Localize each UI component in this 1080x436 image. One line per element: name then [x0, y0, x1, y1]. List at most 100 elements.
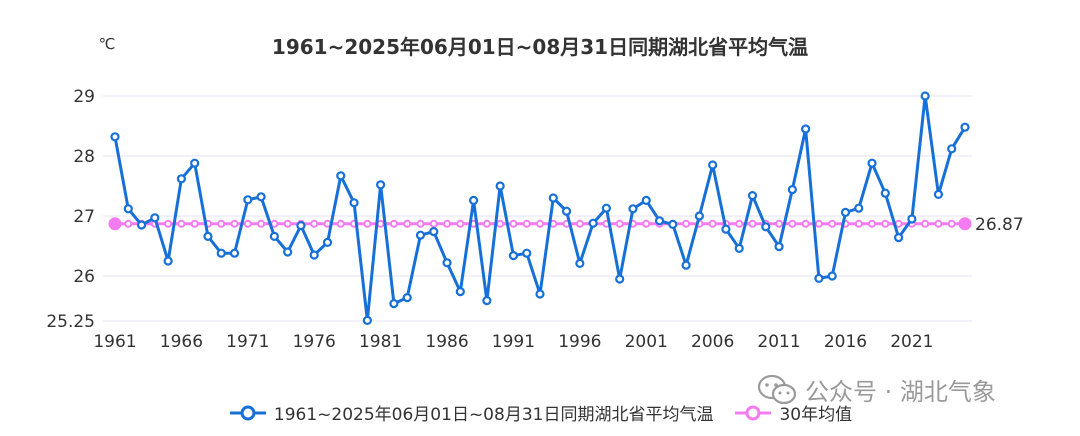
x-tick-label: 2016 — [824, 332, 867, 352]
temperature-point — [229, 248, 240, 258]
mean-point — [456, 219, 465, 228]
mean-point — [429, 219, 438, 228]
temperature-point — [947, 144, 957, 154]
mean-point — [642, 219, 651, 228]
temperature-point — [203, 231, 213, 241]
temperature-point — [283, 247, 293, 257]
legend: 1961~2025年06月01日~08月31日同期湖北省平均气温 30年均值 — [0, 400, 1080, 425]
mean-point — [748, 219, 757, 228]
x-tick-label: 2011 — [757, 332, 800, 352]
mean-point — [615, 219, 624, 228]
temperature-point — [747, 191, 758, 201]
x-tick-label: 1981 — [359, 332, 402, 352]
temperature-point — [548, 193, 558, 203]
mean-point — [814, 219, 823, 228]
temperature-point — [734, 243, 744, 253]
temperature-point — [654, 216, 665, 226]
mean-point — [828, 219, 837, 228]
mean-point — [868, 219, 877, 228]
legend-marker-temperature — [229, 405, 266, 420]
mean-point — [416, 219, 425, 228]
temperature-point — [415, 230, 426, 240]
temperature-point — [309, 250, 319, 260]
temperature-point — [601, 203, 612, 213]
temperature-point — [814, 273, 824, 283]
wechat-icon — [757, 374, 797, 404]
mean-point — [947, 219, 956, 228]
watermark: 公众号 · 湖北气象 — [757, 372, 996, 407]
temperature-point — [907, 214, 917, 224]
mean-point — [682, 219, 691, 228]
temperature-point — [442, 258, 452, 268]
legend-item-30yr-mean[interactable]: 30年均值 — [733, 400, 852, 425]
mean-point — [376, 219, 385, 228]
y-axis-ticks: 29 28 27 26 25.25 — [46, 87, 95, 332]
temperature-line — [113, 94, 967, 322]
x-tick-label: 1976 — [293, 332, 336, 352]
legend-label-temperature: 1961~2025年06月01日~08月31日同期湖北省平均气温 — [273, 405, 714, 425]
temperature-point — [774, 242, 784, 252]
mean-point — [257, 219, 266, 228]
temperature-point — [296, 221, 306, 231]
mean-point — [243, 219, 252, 228]
temperature-point — [176, 174, 187, 184]
x-tick-label: 2001 — [625, 332, 668, 352]
temperature-point — [269, 231, 279, 241]
temperature-point — [933, 189, 944, 199]
temperature-point — [429, 227, 439, 237]
legend-marker-30yr-mean — [735, 405, 772, 420]
temperature-point — [708, 160, 718, 170]
temperature-point — [588, 218, 598, 228]
temperature-point — [508, 251, 519, 261]
x-tick-label: 2021 — [890, 332, 933, 352]
temperature-point — [641, 195, 651, 205]
temperature-point — [123, 204, 133, 214]
mean-point — [921, 219, 930, 228]
mean-point — [575, 219, 584, 228]
y-tick-label: 27 — [73, 207, 95, 227]
temperature-point — [482, 296, 492, 306]
temperature-point — [681, 260, 691, 270]
temperature-point — [840, 207, 851, 217]
temperature-point — [628, 204, 638, 214]
legend-item-temperature[interactable]: 1961~2025年06月01日~08月31日同期湖北省平均气温 — [228, 400, 714, 425]
watermark-text: 公众号 · 湖北气象 — [805, 378, 996, 406]
temperature-point — [801, 124, 811, 134]
temperature-point — [243, 195, 253, 205]
mean-point — [522, 219, 531, 228]
mean-point — [509, 219, 518, 228]
chart-title: 1961~2025年06月01日~08月31日同期湖北省平均气温 — [272, 35, 808, 59]
mean-point — [230, 219, 239, 228]
temperature-point — [827, 271, 837, 281]
temperature-point — [468, 195, 479, 205]
mean-value-label: 26.87 — [975, 215, 1024, 235]
temperature-point — [721, 224, 731, 234]
mean-point — [283, 219, 292, 228]
x-tick-label: 1991 — [492, 332, 535, 352]
x-tick-label: 2006 — [691, 332, 734, 352]
mean-point — [801, 219, 810, 228]
mean-point — [336, 219, 345, 228]
legend-label-30yr-mean: 30年均值 — [779, 405, 853, 425]
mean-point — [310, 219, 319, 228]
temperature-point — [110, 132, 120, 142]
temperature-point — [893, 233, 904, 243]
temperature-point — [787, 185, 797, 195]
y-tick-label: 25.25 — [46, 312, 95, 332]
temperature-point — [455, 287, 465, 297]
temperature-point — [694, 211, 704, 221]
temperature-point — [495, 181, 505, 191]
mean-point — [775, 219, 784, 228]
y-tick-label: 29 — [73, 87, 95, 107]
temperature-point — [216, 248, 226, 258]
series-group: 26.87 — [108, 91, 1024, 325]
mean-point — [190, 219, 199, 228]
mean-point — [389, 219, 398, 228]
temperature-point — [522, 248, 532, 258]
temperature-point — [362, 315, 372, 325]
temperature-point — [854, 203, 864, 213]
mean-point — [881, 219, 890, 228]
temperature-point — [575, 258, 585, 268]
x-tick-label: 1966 — [160, 332, 203, 352]
